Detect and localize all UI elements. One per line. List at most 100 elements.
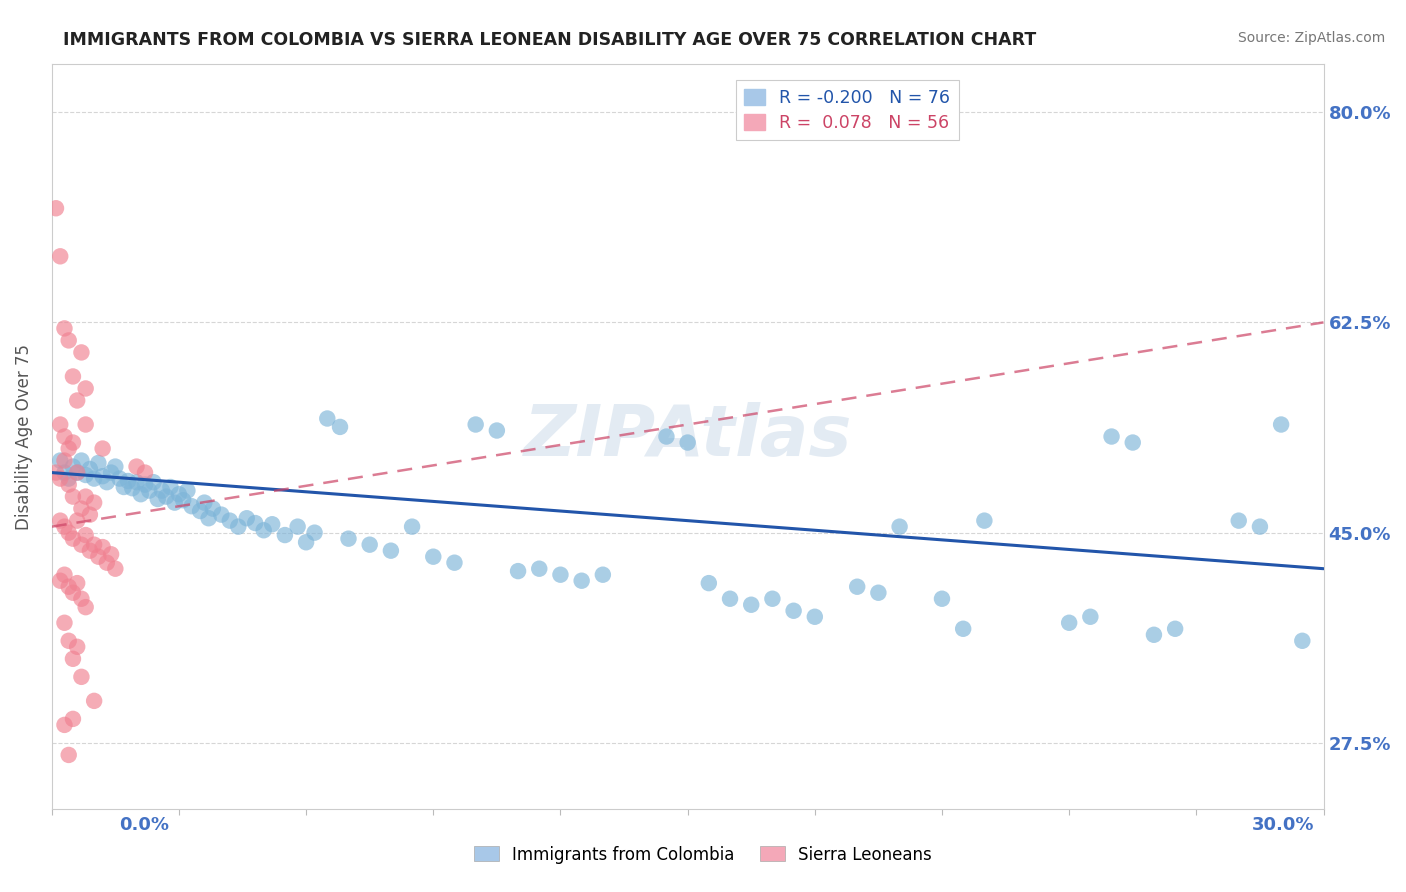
Point bbox=[1080, 609, 1102, 624]
Point bbox=[83, 694, 105, 708]
Point bbox=[49, 249, 72, 263]
Point bbox=[464, 417, 486, 432]
Point bbox=[58, 525, 80, 540]
Point bbox=[134, 466, 156, 480]
Point bbox=[70, 538, 93, 552]
Point bbox=[83, 472, 105, 486]
Point bbox=[53, 321, 76, 335]
Point bbox=[142, 475, 165, 490]
Point bbox=[58, 477, 80, 491]
Point bbox=[70, 501, 93, 516]
Text: IMMIGRANTS FROM COLOMBIA VS SIERRA LEONEAN DISABILITY AGE OVER 75 CORRELATION CH: IMMIGRANTS FROM COLOMBIA VS SIERRA LEONE… bbox=[63, 31, 1036, 49]
Text: 0.0%: 0.0% bbox=[120, 816, 170, 834]
Point bbox=[58, 472, 80, 486]
Point bbox=[226, 519, 249, 533]
Y-axis label: Disability Age Over 75: Disability Age Over 75 bbox=[15, 343, 32, 530]
Point bbox=[253, 523, 276, 537]
Text: Source: ZipAtlas.com: Source: ZipAtlas.com bbox=[1237, 31, 1385, 45]
Point bbox=[112, 480, 135, 494]
Point bbox=[782, 604, 804, 618]
Point bbox=[66, 640, 89, 654]
Point bbox=[91, 540, 114, 554]
Point bbox=[79, 462, 101, 476]
Point bbox=[129, 487, 152, 501]
Point bbox=[889, 519, 911, 533]
Point bbox=[70, 591, 93, 606]
Point bbox=[422, 549, 444, 564]
Point bbox=[188, 504, 211, 518]
Point bbox=[75, 528, 97, 542]
Point bbox=[846, 580, 869, 594]
Point bbox=[1101, 429, 1123, 443]
Point bbox=[262, 517, 284, 532]
Point bbox=[180, 500, 202, 514]
Point bbox=[53, 466, 76, 480]
Point bbox=[121, 481, 143, 495]
Point bbox=[53, 615, 76, 630]
Point bbox=[66, 466, 89, 480]
Point bbox=[58, 334, 80, 348]
Point bbox=[49, 453, 72, 467]
Point bbox=[1227, 514, 1250, 528]
Point bbox=[1143, 628, 1166, 642]
Point bbox=[79, 508, 101, 522]
Point bbox=[172, 493, 194, 508]
Point bbox=[45, 201, 67, 215]
Point bbox=[316, 411, 339, 425]
Point bbox=[163, 495, 186, 509]
Point bbox=[58, 633, 80, 648]
Point bbox=[75, 490, 97, 504]
Point bbox=[49, 514, 72, 528]
Point bbox=[96, 556, 118, 570]
Point bbox=[62, 459, 84, 474]
Point bbox=[70, 345, 93, 359]
Point bbox=[87, 456, 110, 470]
Point bbox=[53, 429, 76, 443]
Point bbox=[1122, 435, 1144, 450]
Text: 30.0%: 30.0% bbox=[1253, 816, 1315, 834]
Point bbox=[973, 514, 995, 528]
Point bbox=[804, 609, 827, 624]
Point bbox=[676, 435, 699, 450]
Point bbox=[868, 585, 890, 599]
Point bbox=[70, 670, 93, 684]
Point bbox=[108, 472, 131, 486]
Point bbox=[1249, 519, 1271, 533]
Point bbox=[66, 466, 89, 480]
Point bbox=[550, 567, 572, 582]
Point bbox=[104, 562, 127, 576]
Point bbox=[155, 490, 177, 504]
Point bbox=[218, 514, 240, 528]
Point bbox=[75, 417, 97, 432]
Point bbox=[62, 712, 84, 726]
Point bbox=[1057, 615, 1080, 630]
Point bbox=[329, 420, 352, 434]
Point bbox=[274, 528, 297, 542]
Point bbox=[287, 519, 309, 533]
Point bbox=[91, 442, 114, 456]
Point bbox=[66, 514, 89, 528]
Point bbox=[138, 483, 160, 498]
Point bbox=[53, 453, 76, 467]
Point bbox=[295, 535, 318, 549]
Point bbox=[66, 393, 89, 408]
Point bbox=[79, 543, 101, 558]
Point bbox=[401, 519, 423, 533]
Point bbox=[125, 459, 148, 474]
Point bbox=[150, 483, 173, 498]
Point bbox=[62, 532, 84, 546]
Legend: Immigrants from Colombia, Sierra Leoneans: Immigrants from Colombia, Sierra Leonean… bbox=[467, 839, 939, 871]
Point bbox=[53, 718, 76, 732]
Point bbox=[176, 483, 198, 498]
Point bbox=[49, 574, 72, 588]
Point bbox=[125, 475, 148, 490]
Point bbox=[201, 501, 224, 516]
Point bbox=[740, 598, 762, 612]
Point bbox=[53, 519, 76, 533]
Point bbox=[304, 525, 326, 540]
Point bbox=[66, 576, 89, 591]
Point bbox=[75, 600, 97, 615]
Point bbox=[529, 562, 551, 576]
Point bbox=[193, 495, 215, 509]
Point bbox=[167, 487, 190, 501]
